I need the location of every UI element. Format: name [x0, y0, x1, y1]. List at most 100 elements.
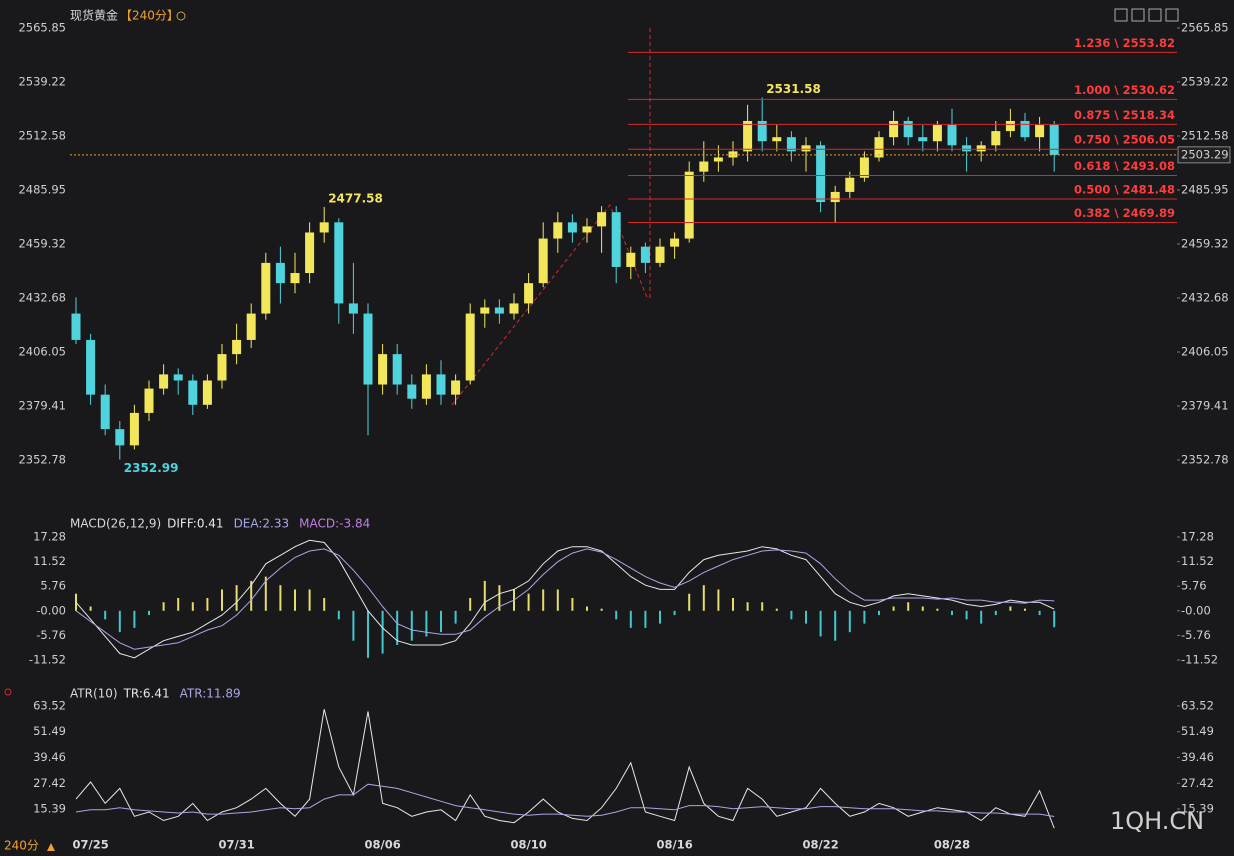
- candle-body: [407, 384, 417, 399]
- candle-body: [611, 212, 621, 267]
- y-tick-label-right: 2352.78: [1181, 452, 1229, 466]
- candle-body: [275, 262, 285, 284]
- extreme-label: 2477.58: [328, 191, 383, 205]
- candle-body: [655, 246, 665, 263]
- last-price-box: [1177, 146, 1231, 164]
- candle-body: [830, 191, 840, 203]
- indicator-title: MACD(26,12,9): [70, 517, 161, 531]
- y-tick-label-right: 15.39: [1181, 802, 1214, 816]
- candle-body: [173, 374, 183, 381]
- y-tick-label-left: -11.52: [29, 652, 66, 666]
- macd-line: [75, 539, 1055, 659]
- x-tick-label: 08/28: [934, 838, 970, 852]
- candle-body: [1035, 125, 1045, 138]
- candle-body: [115, 429, 125, 446]
- y-tick-label-left: 2379.41: [18, 399, 66, 413]
- candle-body: [553, 222, 563, 239]
- atr-line: [75, 783, 1055, 817]
- candle-body: [903, 120, 913, 138]
- candle-body: [713, 157, 723, 162]
- watermark: 1QH.CN: [1110, 807, 1204, 835]
- x-tick-label: 08/16: [656, 838, 692, 852]
- candle-body: [567, 222, 577, 233]
- candle-body: [290, 273, 300, 284]
- candle-body: [378, 354, 388, 385]
- tool-icon[interactable]: [1114, 8, 1128, 22]
- fib-label: 1.236 \ 2553.82: [1074, 36, 1175, 50]
- indicator-title: ATR(10): [70, 687, 118, 701]
- candle-body: [436, 374, 446, 395]
- y-tick-label-left: 2539.22: [18, 74, 66, 88]
- candle-body: [188, 380, 198, 405]
- x-tick-label: 07/25: [72, 838, 108, 852]
- candle-body: [801, 145, 811, 152]
- candle-body: [480, 307, 490, 314]
- period-arrow[interactable]: [47, 843, 55, 851]
- candle-body: [159, 374, 169, 389]
- y-tick-label-left: 17.28: [33, 530, 66, 544]
- period-switch[interactable]: 240分: [4, 839, 39, 853]
- atr-line: [75, 709, 1055, 829]
- y-tick-label-left: 2352.78: [18, 452, 66, 466]
- tool-icon[interactable]: [1131, 8, 1145, 22]
- y-tick-label-left: 15.39: [33, 802, 66, 816]
- settings-icon[interactable]: [176, 11, 186, 21]
- candle-body: [874, 137, 884, 158]
- instrument-title: 现货黄金: [70, 8, 118, 23]
- candle-body: [947, 125, 957, 146]
- y-tick-label-left: 63.52: [33, 698, 66, 712]
- candle-body: [889, 120, 899, 138]
- candle-body: [100, 394, 110, 430]
- candle-body: [129, 412, 139, 446]
- candle-body: [786, 137, 796, 152]
- candle-body: [728, 151, 738, 158]
- candle-body: [392, 354, 402, 385]
- candle-body: [1020, 120, 1030, 138]
- y-tick-label-right: 2539.22: [1181, 74, 1229, 88]
- y-tick-label-right: 2485.95: [1181, 182, 1229, 196]
- candle-body: [86, 339, 96, 395]
- indicator-icon[interactable]: [4, 688, 12, 696]
- candle-body: [348, 303, 358, 314]
- candle-body: [144, 388, 154, 413]
- fib-label: 0.750 \ 2506.05: [1074, 133, 1175, 147]
- legend-entry: DEA:2.33: [234, 517, 290, 531]
- tool-icon[interactable]: [1165, 8, 1179, 22]
- y-tick-label-right: 2459.32: [1181, 236, 1229, 250]
- candle-body: [1049, 125, 1059, 155]
- y-tick-label-left: 27.42: [33, 776, 66, 790]
- candle-body: [305, 232, 315, 274]
- candle-body: [670, 238, 680, 247]
- y-tick-label-right: 51.49: [1181, 724, 1214, 738]
- y-tick-label-left: -0.00: [36, 603, 66, 617]
- fib-label: 0.382 \ 2469.89: [1074, 206, 1175, 220]
- candle-body: [684, 171, 694, 239]
- candle-body: [845, 177, 855, 192]
- candle-body: [538, 238, 548, 284]
- candle-body: [232, 339, 242, 355]
- candle-body: [918, 137, 928, 142]
- y-tick-label-right: 2512.58: [1181, 129, 1229, 143]
- last-price-label: 2503.29: [1181, 147, 1229, 161]
- y-tick-label-right: 11.52: [1181, 554, 1214, 568]
- y-tick-label-right: 2379.41: [1181, 399, 1229, 413]
- toolbar: [1114, 8, 1179, 22]
- x-tick-label: 08/10: [510, 838, 546, 852]
- candle-body: [582, 226, 592, 233]
- zigzag-drawing: [451, 204, 649, 406]
- tool-icon[interactable]: [1148, 8, 1162, 22]
- candle-body: [202, 380, 212, 405]
- candle-body: [465, 313, 475, 381]
- candle-body: [1005, 120, 1015, 132]
- x-tick-label: 08/22: [802, 838, 838, 852]
- y-tick-label-right: 27.42: [1181, 776, 1214, 790]
- extreme-label: 2352.99: [124, 461, 179, 475]
- candle-body: [494, 307, 504, 314]
- fib-label: 0.500 \ 2481.48: [1074, 183, 1175, 197]
- candle-body: [640, 246, 650, 263]
- candle-body: [772, 137, 782, 142]
- y-tick-label-left: 2485.95: [18, 182, 66, 196]
- fib-label: 0.875 \ 2518.34: [1074, 108, 1175, 122]
- candle-body: [421, 374, 431, 399]
- candle-body: [626, 252, 636, 267]
